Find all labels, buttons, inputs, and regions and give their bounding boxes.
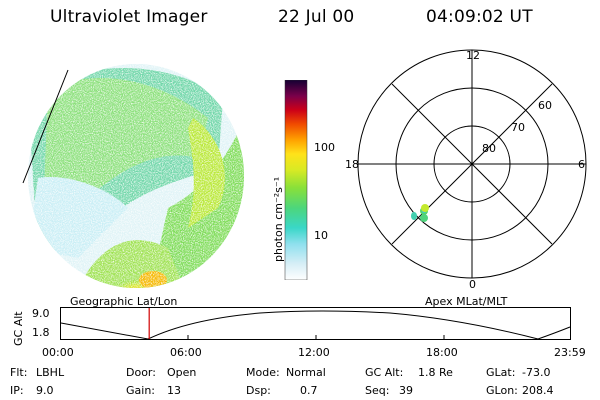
polar-plot [357, 49, 587, 279]
gain-label: Gain: [126, 384, 155, 397]
geographic-label: Geographic Lat/Lon [70, 295, 178, 308]
polar-label-6: 6 [578, 158, 585, 171]
glat-label: GLat: [486, 366, 516, 379]
door-value: Open [167, 366, 197, 379]
glon-value: 208.4 [522, 384, 554, 397]
date-label: 22 Jul 00 [278, 7, 355, 27]
ip-label: IP: [10, 384, 24, 397]
gcalt-value: 1.8 Re [418, 366, 453, 379]
limb-line [22, 69, 69, 184]
altitude-timeline [60, 307, 571, 340]
mode-value: Normal [286, 366, 326, 379]
flt-label: Flt: [10, 366, 28, 379]
app-title: Ultraviolet Imager [50, 7, 208, 27]
earth-disk-image [22, 64, 244, 288]
apex-label: Apex MLat/MLT [425, 295, 508, 308]
altplot-ylabel: GC Alt [12, 311, 25, 346]
door-label: Door: [126, 366, 156, 379]
polar-label-12: 12 [466, 49, 480, 62]
x-tick-1200: 12:00 [298, 346, 330, 359]
seq-label: Seq: [365, 384, 390, 397]
dsp-label: Dsp: [246, 384, 271, 397]
colorbar-tick-100: 100 [314, 141, 335, 154]
glon-label: GLon: [486, 384, 518, 397]
polar-label-0: 0 [469, 278, 476, 291]
colorbar [284, 80, 308, 280]
time-label: 04:09:02 UT [426, 7, 533, 27]
x-tick-0000: 00:00 [42, 346, 74, 359]
gain-value: 13 [167, 384, 181, 397]
seq-value: 39 [399, 384, 413, 397]
polar-label-18: 18 [345, 158, 359, 171]
colorbar-unit-label: photon cm⁻²s⁻¹ [272, 176, 285, 262]
colorbar-tick-10: 10 [314, 229, 328, 242]
altplot-y-top: 9.0 [32, 307, 50, 320]
x-tick-1800: 18:00 [426, 346, 458, 359]
ip-value: 9.0 [36, 384, 54, 397]
x-tick-0600: 06:00 [170, 346, 202, 359]
mode-label: Mode: [246, 366, 280, 379]
dsp-value: 0.7 [300, 384, 318, 397]
gcalt-label: GC Alt: [365, 366, 404, 379]
polar-label-60: 60 [538, 99, 552, 112]
flt-value: LBHL [36, 366, 65, 379]
altplot-y-bottom: 1.8 [32, 326, 50, 339]
glat-value: -73.0 [522, 366, 551, 379]
polar-label-70: 70 [511, 121, 525, 134]
x-tick-2359: 23:59 [554, 346, 586, 359]
polar-label-80: 80 [482, 142, 496, 155]
